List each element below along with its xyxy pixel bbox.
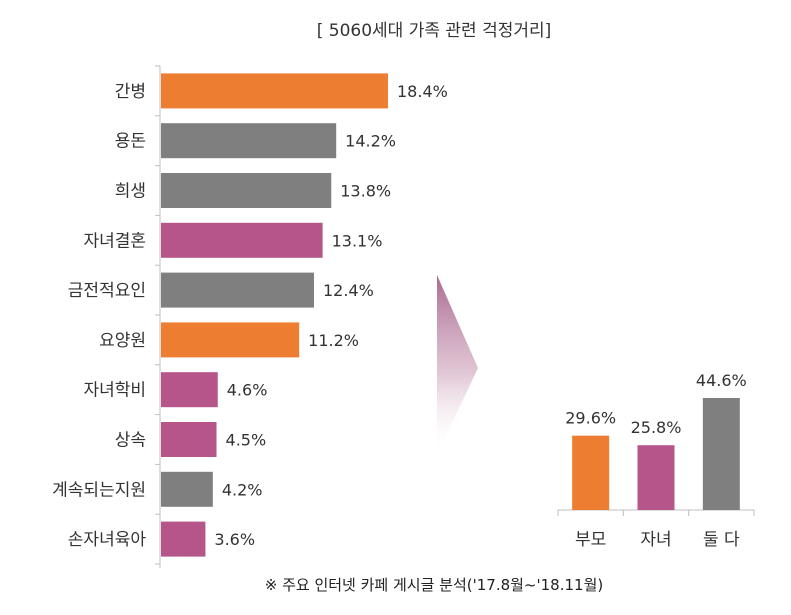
category-label: 손자녀육아 [68,530,147,550]
bar-3 [702,398,740,510]
bar-4 [161,222,323,258]
category-label: 자녀 [640,530,671,550]
data-label: 3.6% [214,530,255,549]
data-label: 4.2% [222,480,263,499]
category-label: 희생 [115,182,146,202]
chart-title: [ 5060세대 가족 관련 걱정거리] [317,21,552,41]
bar-1 [572,435,610,510]
bar-5 [161,272,314,308]
concern-bar-chart: 간병 18.4% 용돈 14.2% 희생 13.8% 자녀결혼 13.1% 금전적요인 12.4%… [52,65,448,568]
category-label: 둘 다 [703,530,740,550]
data-label: 13.1% [332,231,383,250]
data-label: 4.6% [227,381,268,400]
bar-7 [161,372,218,408]
data-label: 44.6% [696,371,747,390]
category-label: 요양원 [99,331,146,351]
category-label: 부모 [575,530,606,550]
data-label: 18.4% [397,82,448,101]
category-label: 자녀결혼 [83,231,146,251]
category-label: 용돈 [115,132,146,152]
source-note: ※ 주요 인터넷 카페 게시글 분석('17.8월~'18.11월) [265,576,603,594]
data-label: 4.5% [226,431,267,450]
bar-10 [161,521,206,557]
category-label: 금전적요인 [68,281,146,301]
category-label: 자녀학비 [83,381,146,401]
category-label: 간병 [115,82,146,102]
bar-1 [161,73,388,109]
target-bar-chart: 29.6% 부모 25.8% 자녀 44.6% 둘 다 [557,371,755,550]
data-label: 14.2% [345,132,396,151]
transition-arrow-icon [437,275,478,455]
bar-6 [161,322,300,358]
bar-3 [161,173,332,208]
data-label: 11.2% [308,331,359,350]
bar-2 [161,123,337,159]
bar-2 [637,445,675,510]
bar-9 [161,471,213,507]
bar-8 [161,422,217,457]
data-label: 29.6% [565,409,616,428]
data-label: 13.8% [340,182,391,201]
category-label: 계속되는지원 [52,480,146,500]
category-label: 상속 [115,431,146,451]
data-label: 12.4% [323,281,374,300]
data-label: 25.8% [631,418,682,437]
